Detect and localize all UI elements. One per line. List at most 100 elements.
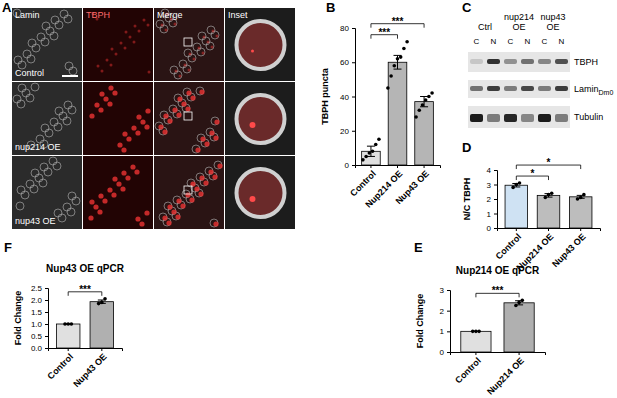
y-tick-mark [352,97,355,98]
puncta [144,124,149,129]
nucleus [155,122,163,130]
x-tick-mark [519,352,520,355]
marks [505,181,592,228]
bar [504,303,534,352]
y-tick-mark [45,336,48,337]
panel-label: E [414,240,423,255]
nucleus [50,32,58,40]
nucleus [164,202,172,210]
puncta [188,69,191,72]
puncta [213,135,218,140]
nucleus [183,88,191,96]
puncta [89,199,94,204]
bar-panel: DN/C TBPH01234ControlNup214 OENup43 OE** [462,140,601,273]
y-axis-title: Fold Change [13,291,23,346]
nucleus [27,55,35,63]
image-cell [225,156,295,229]
nucleus [198,32,206,40]
puncta [116,181,121,186]
puncta [203,180,208,185]
significance-label: * [530,168,534,179]
y-tick-label: 4 [487,166,492,175]
nucleus [174,94,182,102]
significance-label: *** [79,284,91,295]
puncta [172,107,177,112]
puncta [176,112,181,117]
y-tick-label: 1.5 [31,308,43,317]
puncta [98,193,103,198]
bar [362,151,381,165]
x-tick-mark [516,228,517,231]
puncta [135,130,140,135]
puncta [102,198,107,203]
x-tick-mark [475,352,476,355]
puncta [213,221,218,226]
row-label-text: Lamin [574,84,599,94]
image-cell [12,156,82,229]
y-tick: 2 [487,195,497,204]
inset-puncta [251,50,254,53]
bar-panel: BTBPH puncta020406080ControlNup214 OENup… [320,0,441,210]
inset-puncta [250,196,256,202]
y-tick-label: 2.5 [31,284,43,293]
y-tick: 0 [440,348,450,357]
y-tick: 0.5 [31,332,48,341]
lane-label: N [491,37,497,46]
puncta [179,75,182,78]
nucleus [13,95,21,103]
data-point [477,330,481,334]
y-tick-label: 40 [340,93,349,102]
nucleus [50,118,58,126]
nucleus [14,56,22,64]
puncta [184,64,187,67]
row-label: TBPH [574,57,598,67]
y-tick-label: 60 [340,58,349,67]
puncta [161,24,164,27]
nucleus [196,87,204,95]
x-tick: Control [453,352,483,385]
puncta [177,96,182,101]
data-point [374,143,378,147]
data-point [430,91,434,95]
puncta [167,118,172,123]
nucleus [64,15,72,23]
data-point [103,297,107,301]
x-tick-label: Control [45,352,75,382]
y-tick: 40 [340,93,355,102]
nucleus [159,213,167,221]
y-tick-label: 0 [345,161,350,170]
x-tick: Nup43 OE [71,348,108,389]
nucleus [196,173,204,181]
puncta [212,174,217,179]
puncta [167,204,172,209]
significance-label: * [547,157,551,168]
data-point [518,181,522,185]
inset-puncta [250,122,256,128]
data-point [97,302,101,306]
x-tick-label: Control [494,232,524,262]
lane-label: C [508,37,514,46]
data-point [547,193,551,197]
marks [56,297,113,348]
nucleus [69,67,77,75]
puncta [138,30,141,33]
puncta [162,215,167,220]
nucleus [16,202,24,210]
y-tick-label: 2 [440,307,445,316]
y-tick-mark [45,300,48,301]
error-bar-cap [367,146,375,147]
bar-panel: ENup214 OE qPCRFold Change0123ControlNup… [414,240,546,397]
panel-label: F [4,240,12,255]
group-label: OE [546,22,559,32]
image-cell [83,156,153,229]
data-point [66,322,70,326]
significance-label: *** [492,285,504,296]
data-point [520,299,524,303]
bar [461,331,491,352]
puncta [97,65,100,68]
nucleus [184,49,192,57]
puncta [112,90,117,95]
nucleus [46,27,54,35]
y-tick: 4 [487,166,497,175]
nucleus [192,145,200,153]
